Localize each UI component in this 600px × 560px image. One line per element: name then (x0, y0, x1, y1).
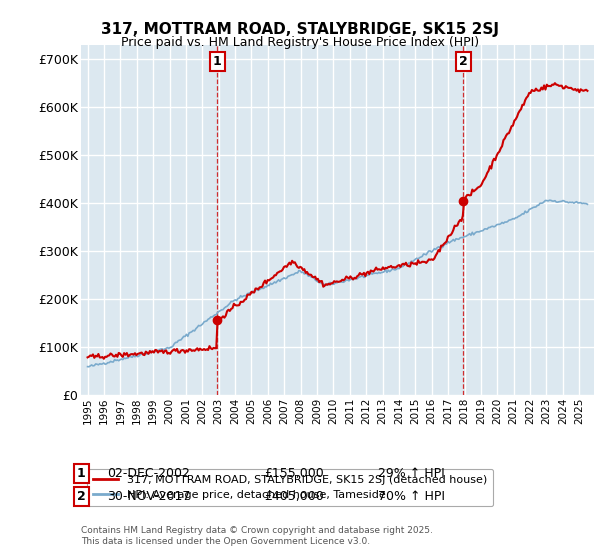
Text: 2: 2 (459, 55, 467, 68)
Text: 1: 1 (77, 466, 85, 480)
Text: 29% ↑ HPI: 29% ↑ HPI (378, 466, 445, 480)
Text: 30-NOV-2017: 30-NOV-2017 (107, 490, 190, 503)
Text: 317, MOTTRAM ROAD, STALYBRIDGE, SK15 2SJ: 317, MOTTRAM ROAD, STALYBRIDGE, SK15 2SJ (101, 22, 499, 38)
Text: 02-DEC-2002: 02-DEC-2002 (107, 466, 190, 480)
Text: Price paid vs. HM Land Registry's House Price Index (HPI): Price paid vs. HM Land Registry's House … (121, 36, 479, 49)
Text: 70% ↑ HPI: 70% ↑ HPI (378, 490, 445, 503)
Text: Contains HM Land Registry data © Crown copyright and database right 2025.
This d: Contains HM Land Registry data © Crown c… (81, 526, 433, 546)
Legend: 317, MOTTRAM ROAD, STALYBRIDGE, SK15 2SJ (detached house), HPI: Average price, d: 317, MOTTRAM ROAD, STALYBRIDGE, SK15 2SJ… (86, 469, 493, 506)
Text: 1: 1 (213, 55, 222, 68)
Text: £155,000: £155,000 (264, 466, 324, 480)
Text: 2: 2 (77, 490, 85, 503)
Text: £405,000: £405,000 (264, 490, 324, 503)
